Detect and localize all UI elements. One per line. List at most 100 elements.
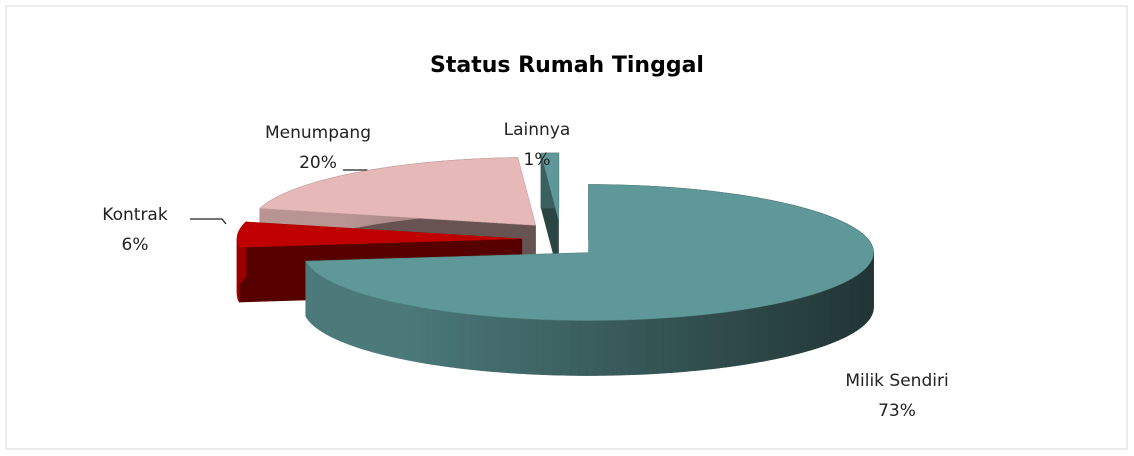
- slice-wall: [846, 279, 851, 337]
- slice-wall: [322, 276, 326, 335]
- slice-label: Milik Sendiri: [845, 371, 948, 391]
- slice-wall: [725, 310, 734, 368]
- slice-label: Menumpang: [265, 123, 371, 143]
- slice-wall: [718, 311, 727, 369]
- slice-wall: [702, 313, 712, 371]
- slice-wall: [518, 318, 528, 375]
- slice-wall: [455, 312, 464, 369]
- slice-wall: [629, 319, 639, 376]
- slice-wall: [349, 289, 355, 347]
- slice-wall: [462, 313, 472, 370]
- pie-slice: [259, 157, 537, 226]
- slice-wall: [603, 320, 613, 376]
- slice-wall: [678, 316, 688, 373]
- slice-wall: [594, 320, 605, 376]
- slice-wall: [830, 286, 836, 344]
- slice-label: Kontrak: [102, 205, 168, 225]
- slice-wall: [535, 319, 545, 376]
- slice-group: [305, 184, 874, 376]
- slice-wall: [486, 315, 495, 373]
- slice-wall: [787, 299, 794, 357]
- slice-wall: [316, 272, 320, 331]
- slice-wall: [853, 275, 857, 334]
- slice-wall: [637, 318, 647, 375]
- slice-wall: [662, 317, 672, 374]
- slice-wall: [810, 293, 817, 351]
- slice-wall: [774, 302, 782, 360]
- slice-wall: [340, 285, 346, 344]
- slice-wall: [425, 308, 434, 365]
- chart-title: Status Rumah Tinggal: [430, 53, 704, 78]
- slice-wall: [793, 297, 800, 356]
- slice-wall: [838, 282, 844, 341]
- slice-wall: [412, 305, 420, 363]
- slice-wall: [620, 319, 630, 376]
- slice-wall: [569, 320, 579, 376]
- slice-wall: [670, 316, 680, 373]
- slice-wall: [612, 319, 622, 376]
- slice-wall: [369, 295, 376, 354]
- slice-wall: [825, 288, 831, 346]
- slice-wall: [386, 300, 394, 358]
- pie-slice: [540, 152, 560, 222]
- slice-wall: [804, 294, 811, 353]
- leader-line: [190, 218, 227, 225]
- slice-wall: [363, 294, 370, 352]
- slice-group: [540, 152, 560, 277]
- slice-wall: [418, 306, 427, 364]
- slice-wall: [560, 319, 570, 376]
- slice-wall: [405, 304, 413, 362]
- slice-wall: [849, 277, 854, 336]
- pie-slice: [305, 184, 874, 321]
- slice-wall: [552, 319, 562, 376]
- slice-wall: [502, 317, 512, 374]
- slice-wall: [754, 306, 763, 364]
- slice-value-label: 73%: [878, 401, 916, 421]
- slice-wall: [313, 270, 318, 329]
- slice-wall: [478, 314, 487, 372]
- slice-wall: [440, 310, 449, 368]
- slice-wall: [543, 319, 553, 376]
- slice-wall: [494, 316, 503, 373]
- slice-wall: [842, 280, 847, 339]
- slice-wall: [380, 298, 388, 357]
- slice-wall: [768, 303, 776, 361]
- slice-value-label: 1%: [524, 150, 551, 170]
- slice-wall: [761, 304, 769, 362]
- slice-wall: [311, 268, 315, 327]
- slice-wall: [358, 292, 365, 350]
- slice-wall: [336, 283, 341, 342]
- slice-wall: [820, 289, 826, 348]
- slice-wall: [325, 278, 330, 337]
- slice-wall: [733, 309, 742, 367]
- slice-wall: [332, 282, 337, 340]
- slice-wall: [328, 280, 333, 338]
- slice-wall: [858, 271, 863, 330]
- slice-wall: [392, 301, 400, 359]
- slice-wall: [781, 300, 788, 359]
- slice-value-label: 20%: [299, 153, 337, 173]
- slice-wall: [305, 259, 308, 320]
- slice-wall: [433, 309, 441, 367]
- slice-wall: [815, 291, 822, 350]
- slice-wall: [654, 317, 664, 375]
- slice-wall: [447, 311, 456, 369]
- slice-wall: [470, 314, 479, 371]
- slice-wall: [577, 320, 588, 376]
- slice-wall: [374, 297, 382, 355]
- slice-wall: [710, 312, 719, 370]
- slice-wall: [527, 318, 537, 375]
- slice-value-label: 6%: [122, 235, 149, 255]
- slice-wall: [740, 308, 749, 366]
- slice-wall: [861, 269, 865, 328]
- slice-wall: [799, 296, 806, 354]
- slice-wall: [344, 287, 350, 345]
- slice-wall: [747, 307, 756, 365]
- slice-wall: [586, 320, 596, 376]
- slice-wall: [863, 267, 867, 326]
- slice-wall: [645, 318, 655, 375]
- slice-wall: [856, 273, 860, 332]
- pie-slice: [236, 221, 523, 248]
- slice-wall: [686, 315, 696, 372]
